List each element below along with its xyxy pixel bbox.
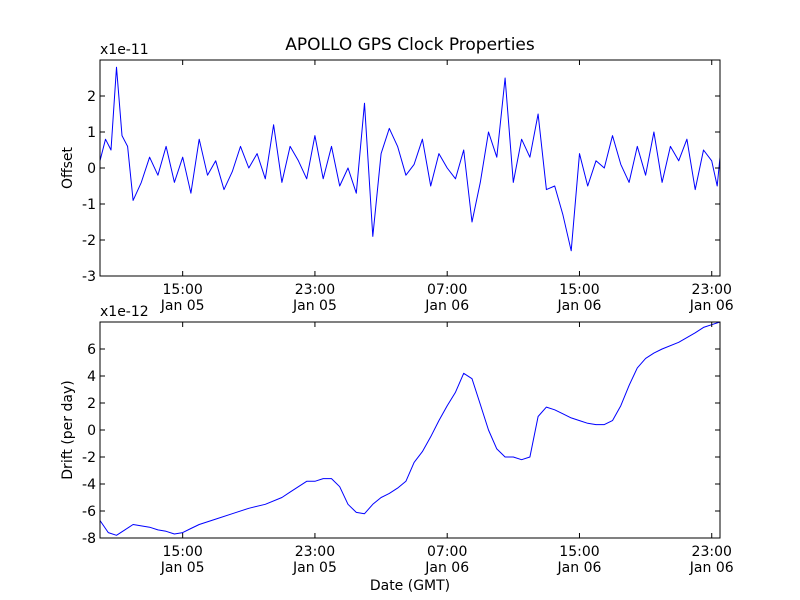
- offset-y-tick-label: 0: [87, 161, 96, 177]
- drift-x-tick-date: Jan 05: [160, 560, 205, 576]
- offset-line: [99, 66, 721, 252]
- offset-series: [99, 66, 721, 252]
- drift-y-tick-label: -6: [82, 504, 96, 520]
- drift-y-ticks: -8 -6 -4 -2 0 2 4 6: [82, 342, 720, 547]
- offset-x-tick-time: 15:00: [162, 282, 202, 298]
- drift-plot-frame: [99, 321, 721, 539]
- drift-y-tick-label: 2: [87, 396, 96, 412]
- chart-title: APOLLO GPS Clock Properties: [285, 35, 535, 55]
- drift-line: [99, 321, 721, 536]
- drift-y-tick-label: -4: [82, 477, 96, 493]
- drift-x-tick-time: 15:00: [162, 544, 202, 560]
- offset-y-tick-label: 1: [87, 125, 96, 141]
- x-axis-label: Date (GMT): [370, 578, 450, 594]
- drift-y-multiplier: x1e-12: [100, 304, 149, 320]
- drift-series: [99, 321, 721, 536]
- drift-y-tick-label: 6: [87, 342, 96, 358]
- drift-x-tick-date: Jan 06: [424, 560, 469, 576]
- offset-x-tick-date: Jan 05: [160, 298, 205, 314]
- drift-x-tick-date: Jan 05: [292, 560, 337, 576]
- offset-plot-frame: [99, 59, 721, 277]
- drift-y-tick-label: -8: [82, 531, 96, 547]
- drift-y-tick-label: 0: [87, 423, 96, 439]
- drift-x-tick-date: Jan 06: [689, 560, 734, 576]
- offset-y-label: Offset: [60, 146, 76, 189]
- offset-x-tick-time: 07:00: [427, 282, 467, 298]
- offset-x-tick-time: 23:00: [295, 282, 335, 298]
- drift-x-tick-time: 15:00: [559, 544, 599, 560]
- drift-panel: x1e-12 Drift (per day) -8 -6 -4 -2 0 2 4 6 15:0…: [60, 304, 734, 576]
- offset-x-tick-date: Jan 06: [689, 298, 734, 314]
- offset-x-tick-time: 23:00: [692, 282, 732, 298]
- drift-x-tick-date: Jan 06: [557, 560, 602, 576]
- offset-y-tick-label: -3: [82, 269, 96, 285]
- offset-y-tick-label: -2: [82, 233, 96, 249]
- offset-x-tick-date: Jan 06: [557, 298, 602, 314]
- drift-y-tick-label: -2: [82, 450, 96, 466]
- drift-x-tick-time: 07:00: [427, 544, 467, 560]
- drift-x-tick-time: 23:00: [295, 544, 335, 560]
- offset-x-tick-date: Jan 05: [292, 298, 337, 314]
- drift-x-tick-time: 23:00: [692, 544, 732, 560]
- offset-y-ticks: -3 -2 -1 0 1 2: [82, 89, 720, 285]
- drift-y-tick-label: 4: [87, 369, 96, 385]
- offset-x-tick-date: Jan 06: [424, 298, 469, 314]
- offset-y-multiplier: x1e-11: [100, 42, 149, 58]
- drift-y-label: Drift (per day): [60, 380, 76, 479]
- offset-y-tick-label: 2: [87, 89, 96, 105]
- offset-y-tick-label: -1: [82, 197, 96, 213]
- offset-x-tick-time: 15:00: [559, 282, 599, 298]
